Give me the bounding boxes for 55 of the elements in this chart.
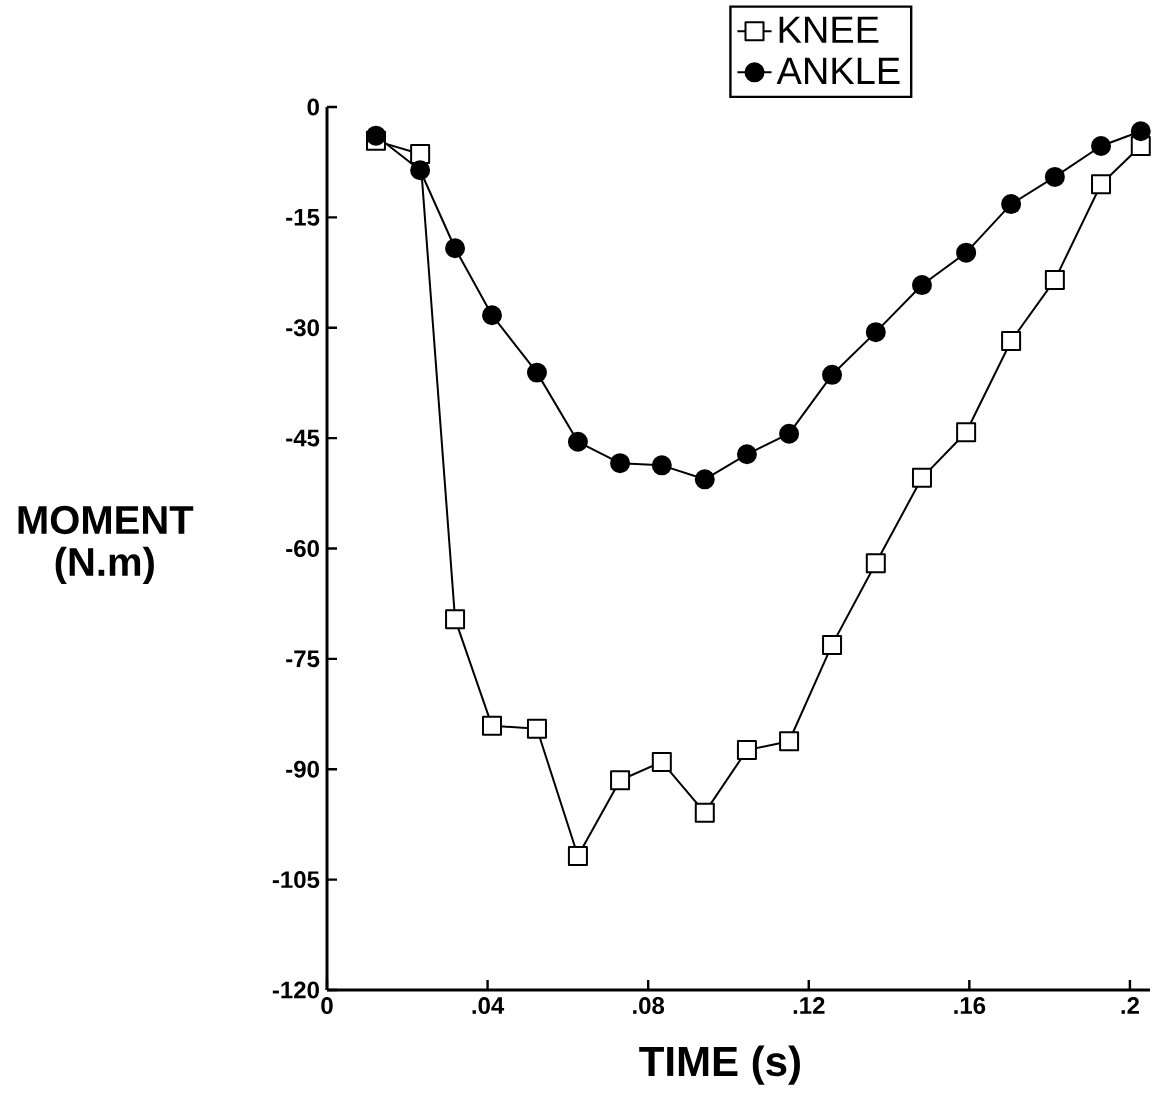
point bbox=[779, 731, 800, 752]
point bbox=[365, 125, 386, 146]
y-tick-label: -15 bbox=[286, 209, 320, 226]
point bbox=[1001, 330, 1022, 351]
x-tick-label: .12 bbox=[793, 997, 825, 1014]
point bbox=[526, 362, 547, 383]
point bbox=[822, 634, 843, 655]
point bbox=[1130, 121, 1151, 142]
y-tick-label: -30 bbox=[286, 319, 319, 337]
point bbox=[410, 160, 431, 181]
x-tick-label: .2 bbox=[1121, 997, 1139, 1014]
point bbox=[610, 770, 631, 791]
y-tick-label: -75 bbox=[286, 650, 320, 668]
x-tick-label: 0 bbox=[321, 997, 333, 1015]
y-tick-label: -90 bbox=[286, 760, 319, 778]
point bbox=[526, 718, 547, 739]
point bbox=[865, 553, 886, 574]
y-tick-label: -45 bbox=[286, 429, 320, 447]
point bbox=[482, 715, 502, 736]
point bbox=[1044, 269, 1065, 290]
point bbox=[694, 469, 715, 490]
point bbox=[610, 453, 631, 474]
legend-label: ANKLE bbox=[776, 57, 900, 84]
y-axis-title: MOMENT (N.m) bbox=[18, 505, 194, 585]
point bbox=[1091, 174, 1112, 195]
y-tick-label: 0 bbox=[307, 98, 319, 116]
point bbox=[445, 609, 466, 630]
x-tick-label: .04 bbox=[472, 997, 505, 1015]
point bbox=[482, 305, 502, 326]
x-tick-label: .16 bbox=[954, 997, 986, 1015]
point bbox=[911, 275, 932, 296]
point bbox=[1001, 194, 1022, 215]
point bbox=[736, 444, 757, 465]
y-tick-label: -60 bbox=[286, 540, 319, 557]
point bbox=[694, 802, 715, 823]
point bbox=[1091, 135, 1112, 156]
point bbox=[911, 467, 932, 488]
y-tick-label: -120 bbox=[272, 981, 319, 999]
x-tick-label: .08 bbox=[633, 997, 665, 1015]
point bbox=[567, 431, 588, 452]
point bbox=[445, 238, 466, 259]
point bbox=[651, 455, 672, 476]
point bbox=[779, 423, 800, 444]
point bbox=[736, 740, 757, 761]
point bbox=[410, 144, 431, 165]
point bbox=[956, 242, 977, 263]
legend-label: KNEE bbox=[779, 16, 879, 43]
point bbox=[822, 364, 843, 385]
x-axis-title: TIME (s) bbox=[639, 1045, 800, 1085]
point bbox=[865, 322, 886, 343]
point bbox=[1044, 166, 1065, 187]
y-tick-label: -105 bbox=[272, 871, 320, 889]
point bbox=[956, 422, 977, 443]
point bbox=[567, 846, 588, 867]
point bbox=[651, 751, 672, 772]
